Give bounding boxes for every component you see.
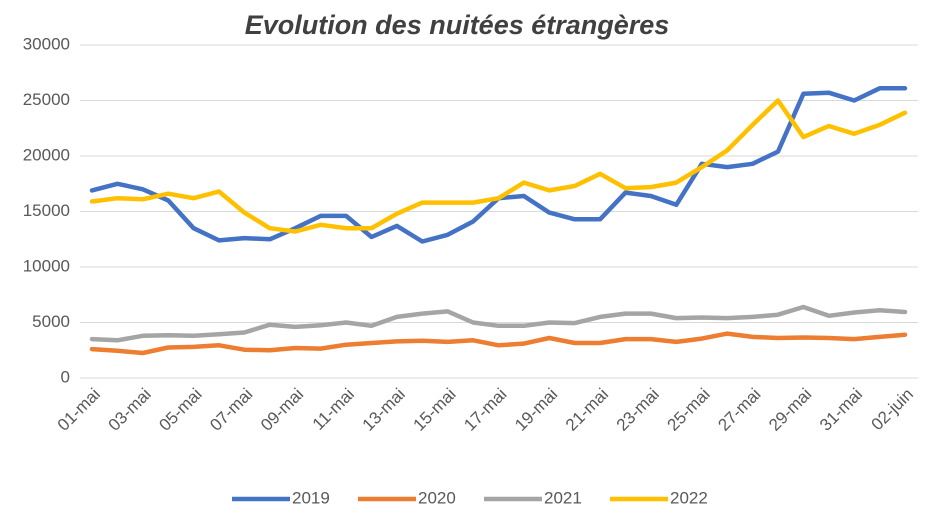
x-tick-label: 05-mai <box>155 385 205 435</box>
x-tick-label: 01-mai <box>54 385 104 435</box>
series-line <box>89 304 908 343</box>
y-tick-label: 30000 <box>23 34 70 53</box>
x-tick-label: 02-juin <box>867 385 917 435</box>
y-tick-label: 0 <box>61 367 70 386</box>
x-tick-label: 13-mai <box>359 385 409 435</box>
series-line <box>89 98 908 234</box>
x-tick-label: 11-mai <box>309 385 358 434</box>
y-tick-label: 5000 <box>32 312 70 331</box>
y-tick-label: 20000 <box>23 145 70 164</box>
series-line <box>89 331 908 356</box>
legend-label: 2020 <box>418 488 456 507</box>
x-tick-label: 29-mai <box>765 385 815 435</box>
y-tick-label: 15000 <box>23 201 70 220</box>
legend-label: 2021 <box>544 488 582 507</box>
x-tick-label: 17-mai <box>460 385 510 435</box>
x-tick-label: 15-mai <box>410 385 460 435</box>
x-tick-label: 21-mai <box>562 385 612 435</box>
legend-label: 2022 <box>670 488 708 507</box>
x-tick-label: 25-mai <box>664 385 714 435</box>
x-tick-label: 31-mai <box>816 385 866 435</box>
chart-title: Evolution des nuitées étrangères <box>245 10 670 40</box>
y-tick-label: 25000 <box>23 90 70 109</box>
legend-label: 2019 <box>292 488 330 507</box>
x-tick-label: 07-mai <box>206 385 256 435</box>
x-tick-label: 03-mai <box>105 385 155 435</box>
x-tick-label: 09-mai <box>257 385 307 435</box>
x-tick-label: 19-mai <box>511 385 561 435</box>
x-tick-label: 23-mai <box>613 385 663 435</box>
x-tick-label: 27-mai <box>714 385 764 435</box>
y-tick-label: 10000 <box>23 256 70 275</box>
